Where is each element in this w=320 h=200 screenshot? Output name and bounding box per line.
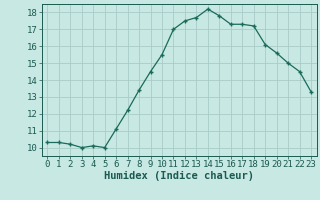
X-axis label: Humidex (Indice chaleur): Humidex (Indice chaleur) <box>104 171 254 181</box>
